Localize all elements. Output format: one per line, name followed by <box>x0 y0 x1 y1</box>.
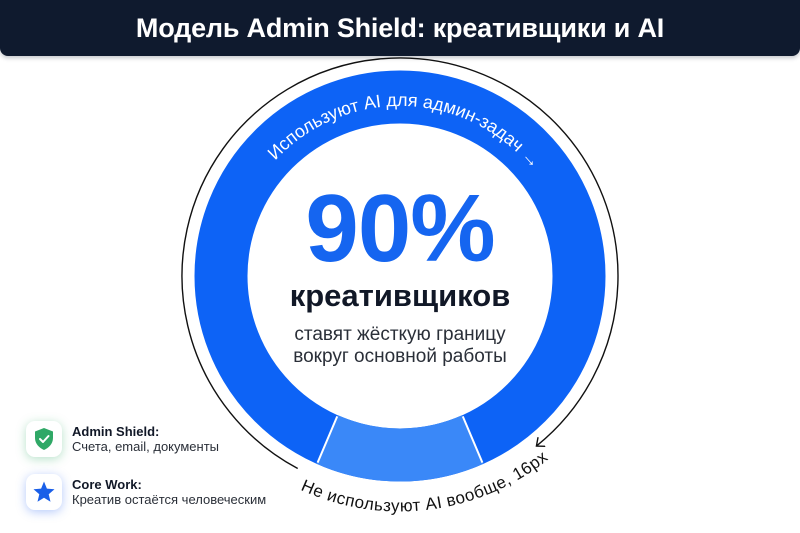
legend: Admin Shield: Счета, email, документы Co… <box>26 421 266 527</box>
star-icon <box>26 474 62 510</box>
page-title: Модель Admin Shield: креативщики и AI <box>135 12 665 43</box>
legend-description: Креатив остаётся человеческим <box>72 491 267 507</box>
header-bar: Модель Admin Shield: креативщики и AI <box>0 0 800 56</box>
legend-title: Admin Shield: <box>72 423 160 439</box>
legend-item-core-work: Core Work: Креатив остаётся человеческим <box>26 474 266 510</box>
shield-check-icon <box>26 421 62 457</box>
center-stat-block: 90% креативщиков ставят жёсткую границу … <box>250 175 550 368</box>
outline-arrow-arc <box>181 57 619 470</box>
stat-value: 90% <box>305 175 495 282</box>
legend-description: Счета, email, документы <box>72 438 220 454</box>
legend-item-admin-shield: Admin Shield: Счета, email, документы <box>26 421 266 457</box>
ring-segment-no-ai <box>316 415 484 482</box>
stat-description-line-2: вокруг основной работы <box>293 346 507 367</box>
segment-divider-left <box>316 416 339 463</box>
stat-description-line-1: ставят жёсткую границу <box>294 324 506 345</box>
segment-divider-right <box>461 416 484 463</box>
stat-label: креативщиков <box>289 278 511 313</box>
stat-description: ставят жёсткую границу вокруг основной р… <box>250 324 550 368</box>
legend-title: Core Work: <box>72 476 142 492</box>
